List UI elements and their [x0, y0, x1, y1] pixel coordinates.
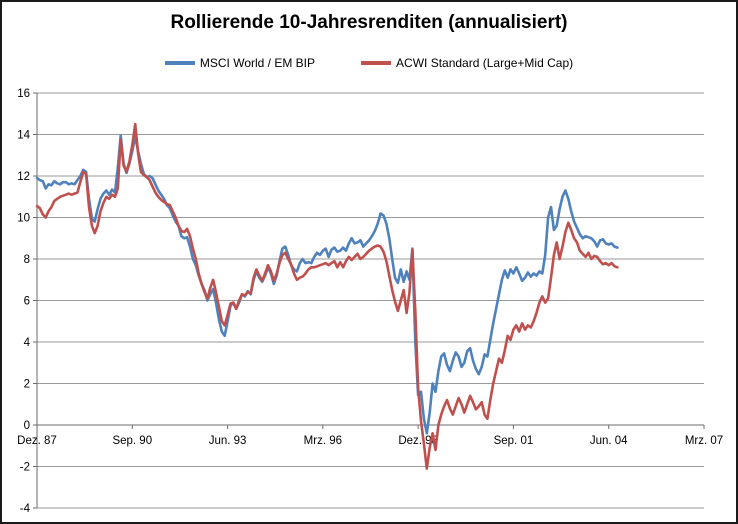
- legend-swatch-red-icon: [361, 61, 392, 65]
- x-axis-label: Sep. 01: [494, 435, 534, 447]
- y-axis-label: 0: [24, 420, 30, 432]
- x-axis-label: Mrz. 96: [304, 435, 342, 447]
- legend-label-acwi: ACWI Standard (Large+Mid Cap): [396, 56, 574, 70]
- y-axis-label: 14: [17, 130, 30, 142]
- x-axis-label: Jun. 93: [209, 435, 247, 447]
- legend: MSCI World / EM BIP ACWI Standard (Large…: [2, 56, 736, 70]
- chart-title: Rollierende 10-Jahresrenditen (annualisi…: [170, 12, 568, 33]
- x-axis-label: Sep. 90: [112, 435, 152, 447]
- y-axis-label: -4: [20, 503, 31, 515]
- y-axis-label: 10: [17, 213, 30, 225]
- x-axis-label: Mrz. 07: [685, 435, 723, 447]
- series-line-acwi-standard: [35, 122, 619, 470]
- legend-swatch-blue-icon: [164, 61, 195, 65]
- legend-label-msci: MSCI World / EM BIP: [199, 56, 316, 70]
- series-line-msci-world-em-bip: [35, 134, 619, 435]
- y-axis-label: 6: [24, 296, 30, 308]
- y-axis-label: 12: [17, 171, 30, 183]
- x-axis-label: Dez. 87: [17, 435, 57, 447]
- x-axis-label: Jun. 04: [590, 435, 628, 447]
- legend-item-acwi: ACWI Standard (Large+Mid Cap): [361, 56, 573, 70]
- y-axis-label: 4: [24, 337, 31, 349]
- y-axis-label: 2: [24, 379, 30, 391]
- y-axis-label: -2: [20, 462, 30, 474]
- legend-item-msci: MSCI World / EM BIP: [164, 56, 316, 70]
- x-axis-label: Dez. 98: [398, 435, 438, 447]
- y-axis-label: 16: [17, 88, 30, 100]
- y-axis-label: 8: [24, 254, 30, 266]
